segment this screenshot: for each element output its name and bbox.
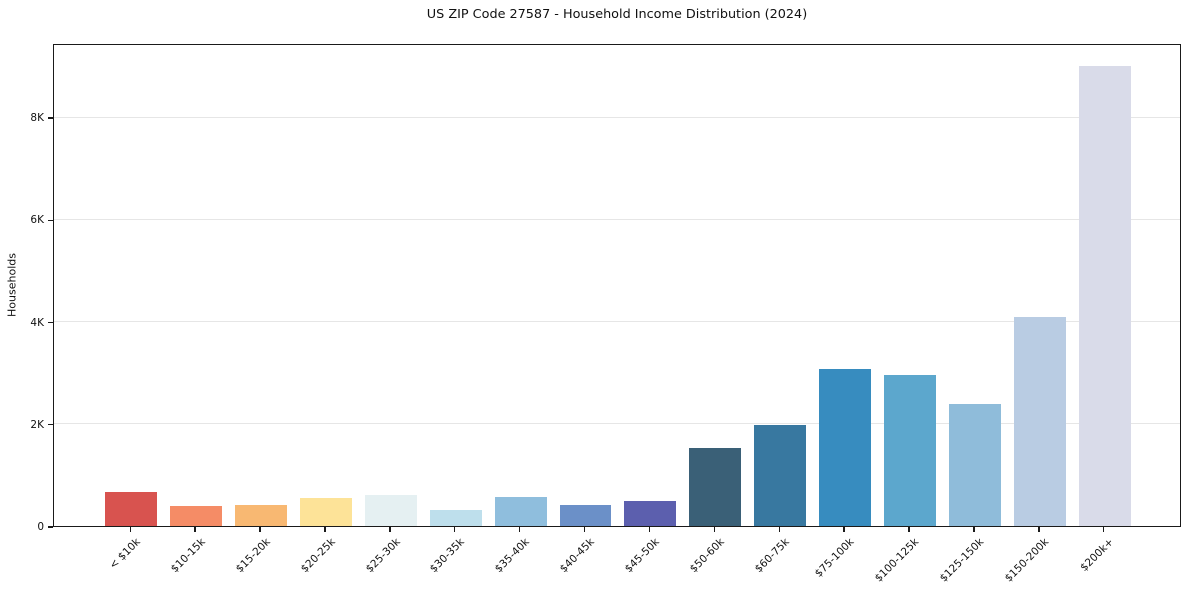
x-tick-label-$15-20k: $15-20k [233,536,273,576]
y-tick-mark-2K [48,424,53,426]
bar-$15-20k [235,505,287,526]
x-tick-mark-$200k+ [1103,527,1105,532]
x-tick-label-$75-100k: $75-100k [812,536,857,580]
x-tick-mark-$20-25k [324,527,326,532]
bar-$40-45k [559,505,612,526]
x-tick-mark-$50-60k [713,527,716,532]
bar-$30-35k [429,509,482,526]
x-tick-label-$20-25k: $20-25k [298,536,338,576]
x-tick-mark-$30-35k [454,527,456,532]
x-tick-mark-$125-150k [973,527,975,532]
bar-$100-125k [884,374,936,526]
bar-$35-40k [494,496,547,526]
y-tick-label-8K: 8K [30,112,44,125]
y-tick-label-6K: 6K [30,214,44,227]
y-tick-label-0: 0 [37,521,44,533]
bar-$200k+ [1078,66,1131,526]
x-tick-label-$40-45k: $40-45k [557,536,598,576]
x-tick-mark-$75-100k [843,527,845,532]
x-tick-label-$35-40k: $35-40k [493,536,533,576]
y-tick-mark-4K [48,321,53,324]
x-tick-mark-$10-15k [194,527,196,532]
x-tick-mark-$25-30k [389,527,391,532]
bar-$20-25k [299,498,352,526]
x-tick-mark-$45-50k [648,527,651,532]
x-tick-label-$150-200k: $150-200k [1002,536,1052,585]
x-tick-mark-$100-125k [908,527,910,532]
bar-$25-30k [364,494,417,526]
bar-$60-75k [754,424,807,526]
x-tick-label-$10-15k: $10-15k [168,536,208,576]
chart-title: US ZIP Code 27587 - Household Income Dis… [426,7,808,22]
bar-$50-60k [689,447,742,526]
bar-< $10k [105,491,158,526]
bar-$45-50k [624,500,677,526]
x-tick-mark-$150-200k [1038,527,1040,532]
gridline-4K [54,321,1180,323]
bar-$75-100k [819,369,872,526]
y-tick-label-2K: 2K [30,418,44,431]
bar-$150-200k [1013,316,1066,526]
plot-area [53,44,1181,527]
x-tick-mark-< $10k [129,527,131,532]
y-tick-mark-8K [48,117,53,119]
x-tick-label-$60-75k: $60-75k [752,536,792,576]
x-tick-mark-$35-40k [518,527,521,532]
bar-$125-150k [949,403,1001,526]
bar-$10-15k [170,506,223,526]
x-tick-mark-$60-75k [778,527,780,532]
x-tick-mark-$40-45k [583,527,586,532]
x-tick-label-$100-125k: $100-125k [872,536,922,585]
x-tick-label-$25-30k: $25-30k [363,536,403,576]
x-tick-label-$50-60k: $50-60k [687,536,727,576]
y-tick-mark-0 [48,526,53,528]
gridline-8K [54,116,1180,118]
gridline-6K [54,218,1180,220]
y-axis-label: Households [5,253,19,317]
x-tick-label-$200k+: $200k+ [1078,536,1117,574]
x-tick-label-$125-150k: $125-150k [937,536,987,585]
x-tick-label-$45-50k: $45-50k [622,536,662,576]
y-tick-mark-6K [48,219,53,222]
y-tick-label-4K: 4K [30,316,44,329]
x-tick-label-< $10k: < $10k [107,536,143,572]
gridline-2K [54,423,1180,425]
x-tick-mark-$15-20k [259,527,261,532]
x-tick-label-$30-35k: $30-35k [428,536,468,576]
